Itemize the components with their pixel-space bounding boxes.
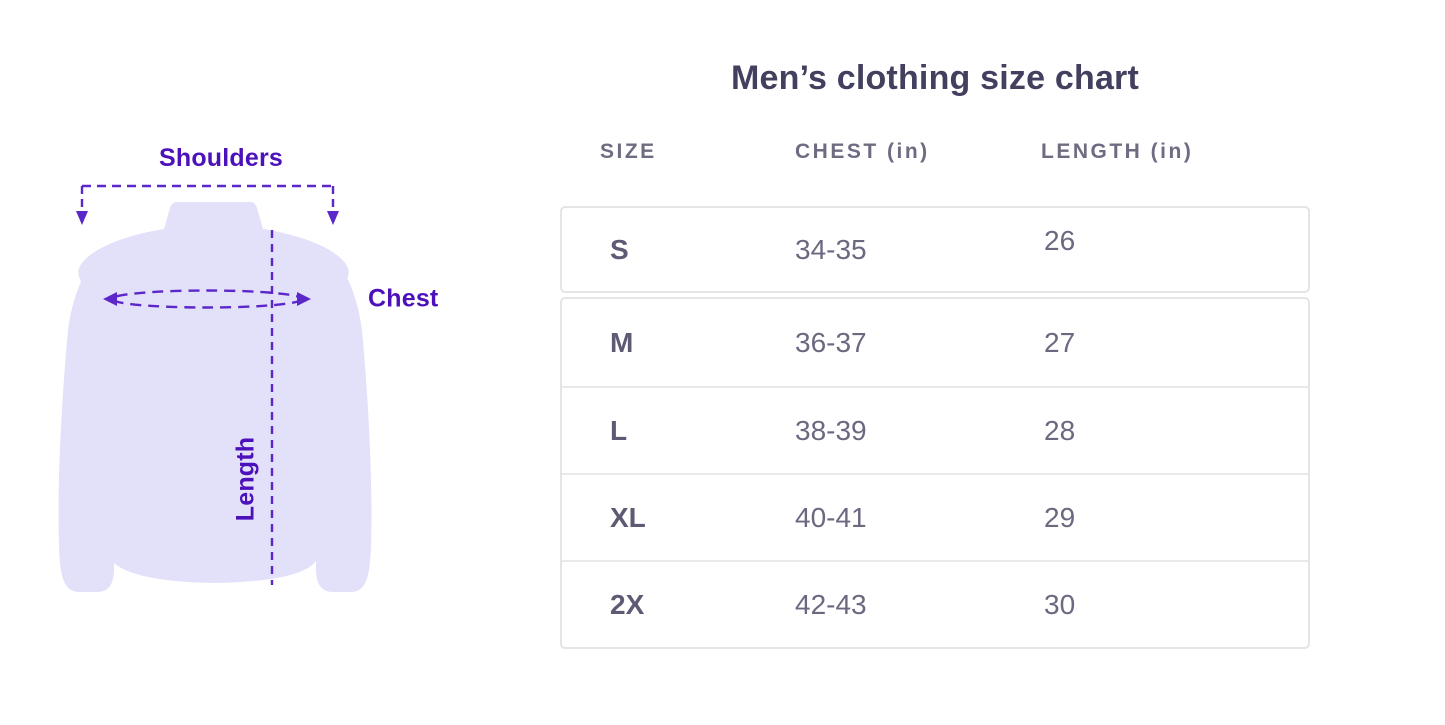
size-cell: S: [610, 233, 629, 265]
table-row: M 36-37 27: [562, 299, 1308, 386]
chest-cell: 36-37: [795, 326, 867, 358]
arrow-down-icon: [76, 211, 88, 225]
table-row: L 38-39 28: [562, 386, 1308, 473]
length-cell: 28: [1044, 414, 1076, 446]
shirt-measurement-diagram: [58, 184, 372, 592]
chest-cell: 40-41: [795, 501, 867, 533]
shirt-body: [78, 202, 349, 583]
shoulders-label: Shoulders: [158, 144, 284, 172]
length-cell: 27: [1044, 326, 1076, 358]
size-table: S 34-35 26 M 36-37 27 L 38-39 28 XL 40-4…: [560, 206, 1310, 649]
length-cell: 30: [1044, 588, 1076, 620]
shoulders-measurement-arrow: [80, 184, 335, 212]
length-label: Length: [231, 436, 260, 522]
size-cell: 2X: [610, 588, 645, 620]
page-title: Men’s clothing size chart: [730, 59, 1140, 97]
arrow-down-icon: [327, 211, 339, 225]
chest-measurement-ellipse: [103, 289, 311, 309]
size-cell: M: [610, 326, 634, 358]
length-cell: 26: [1044, 224, 1076, 256]
table-row: 2X 42-43 30: [562, 560, 1308, 647]
column-header-chest: CHEST (in): [795, 140, 930, 163]
chest-cell: 42-43: [795, 588, 867, 620]
length-cell: 29: [1044, 501, 1076, 533]
arrow-right-icon: [297, 292, 311, 306]
table-body: M 36-37 27 L 38-39 28 XL 40-41 29 2X 42-…: [560, 297, 1310, 649]
table-row: XL 40-41 29: [562, 473, 1308, 560]
table-header-row: SIZE CHEST (in) LENGTH (in): [560, 140, 1310, 168]
column-header-length: LENGTH (in): [1041, 140, 1194, 163]
chest-label: Chest: [368, 284, 439, 313]
table-row: S 34-35 26: [560, 206, 1310, 293]
arrow-left-icon: [103, 292, 117, 306]
size-cell: XL: [610, 501, 646, 533]
column-header-size: SIZE: [600, 140, 657, 163]
chest-cell: 38-39: [795, 414, 867, 446]
size-cell: L: [610, 414, 628, 446]
chest-cell: 34-35: [795, 233, 867, 265]
shirt-graphic: [58, 202, 372, 592]
